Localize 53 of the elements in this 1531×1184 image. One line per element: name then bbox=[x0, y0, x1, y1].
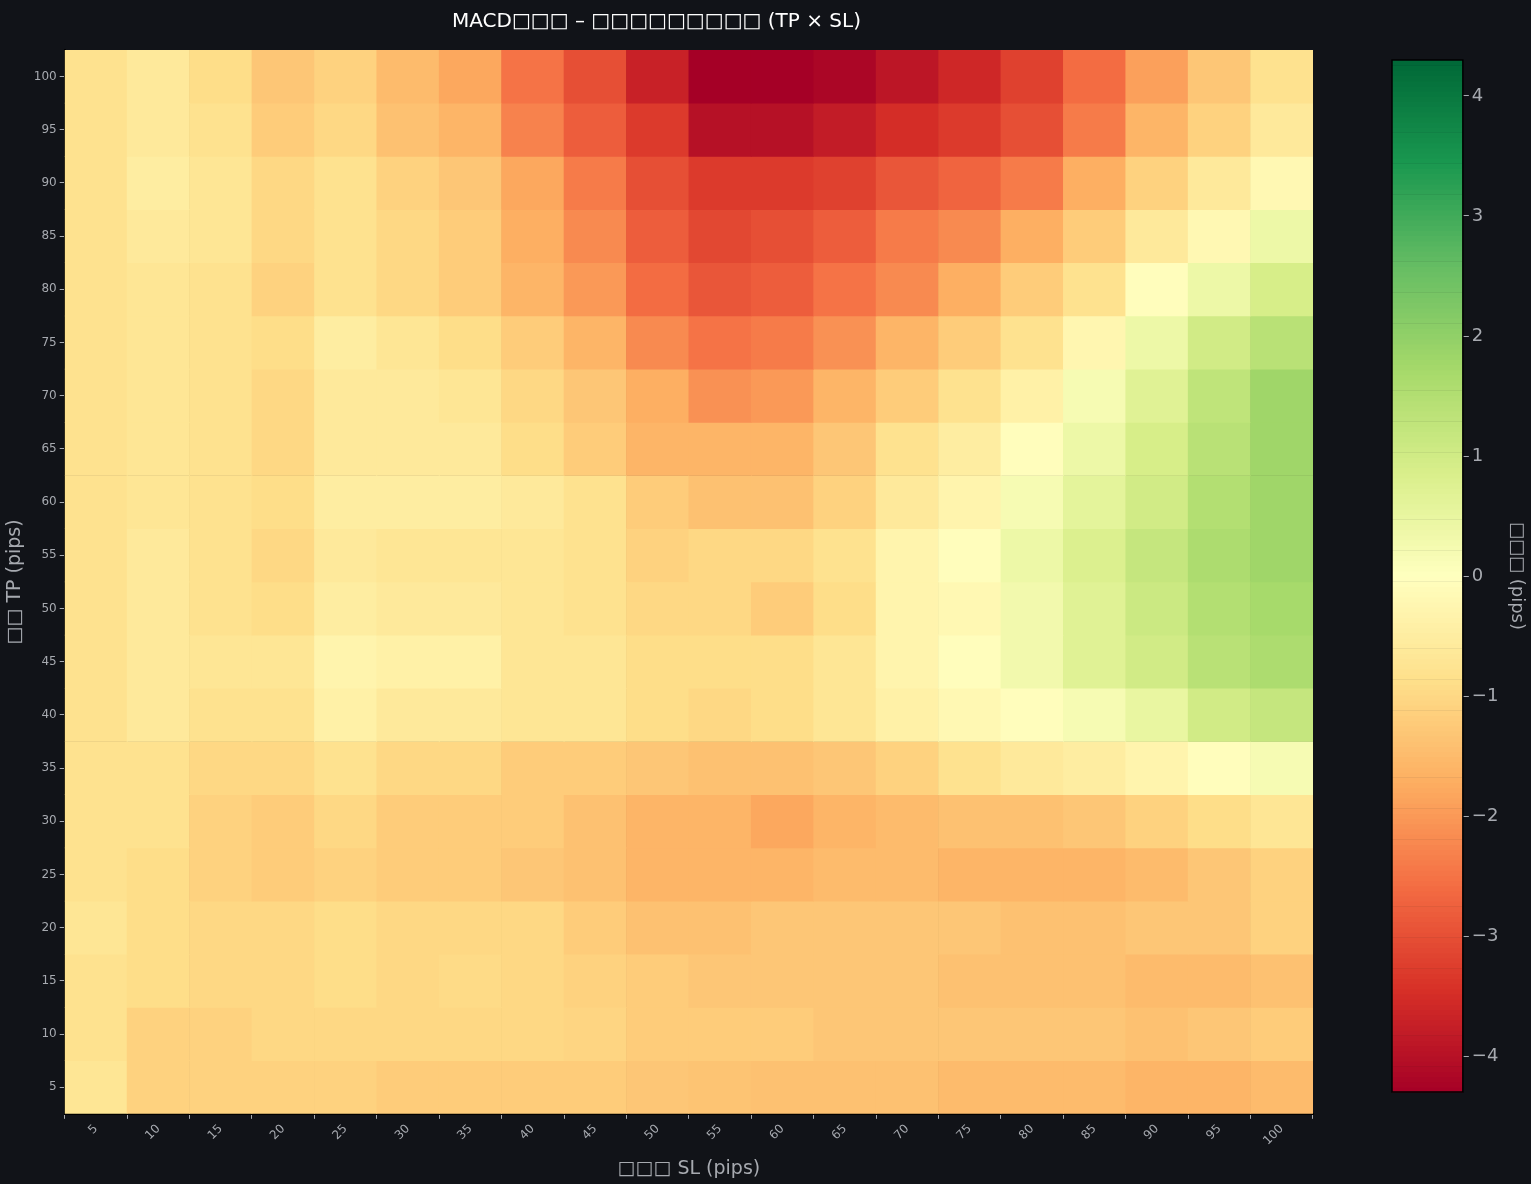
x-tick-label: 95 bbox=[1203, 1121, 1224, 1143]
x-tick-label: 50 bbox=[641, 1121, 662, 1143]
x-tick-label: 55 bbox=[703, 1121, 725, 1143]
x-axis-title: □□□ SL (pips) bbox=[617, 1155, 761, 1178]
x-tick-label: 45 bbox=[578, 1121, 600, 1143]
x-tick-label: 20 bbox=[266, 1121, 288, 1143]
y-tick-label: 25 bbox=[41, 866, 57, 881]
y-tick-label: 15 bbox=[41, 972, 57, 987]
x-tick-label: 100 bbox=[1260, 1121, 1287, 1148]
y-tick-label: 90 bbox=[41, 175, 57, 190]
color-bar-label: 0 bbox=[1471, 563, 1484, 585]
x-tick-label: 10 bbox=[141, 1121, 163, 1143]
y-tick-label: 80 bbox=[41, 281, 57, 296]
x-tick-label: 85 bbox=[1078, 1121, 1099, 1143]
x-tick-label: 40 bbox=[516, 1121, 538, 1143]
x-tick-label: 60 bbox=[766, 1121, 787, 1143]
y-axis-title: □□ TP (pips) bbox=[2, 519, 25, 645]
y-tick-label: 35 bbox=[41, 760, 57, 775]
y-tick-label: 40 bbox=[41, 707, 57, 722]
y-tick-label: 45 bbox=[41, 653, 57, 668]
chart-title: MACD□□□ – □□□□□□□□□ (TP × SL) bbox=[452, 8, 861, 33]
y-tick-label: 75 bbox=[41, 334, 57, 349]
color-bar-label: −3 bbox=[1471, 923, 1499, 945]
y-tick-label: 10 bbox=[41, 1026, 57, 1041]
x-tick-label: 5 bbox=[84, 1121, 101, 1137]
color-bar-label: −4 bbox=[1471, 1043, 1499, 1065]
x-tick-label: 35 bbox=[454, 1121, 475, 1143]
color-bar-label: −2 bbox=[1471, 803, 1499, 825]
y-tick-label: 60 bbox=[41, 494, 57, 509]
y-tick-label: 85 bbox=[41, 228, 57, 243]
color-bar-label: −1 bbox=[1471, 683, 1499, 705]
y-tick-label: 70 bbox=[41, 387, 57, 402]
x-tick-label: 80 bbox=[1015, 1121, 1037, 1143]
y-tick-label: 30 bbox=[41, 813, 57, 828]
x-tick-label: 75 bbox=[953, 1121, 975, 1143]
y-tick-label: 5 bbox=[49, 1079, 57, 1094]
color-bar-label: 3 bbox=[1471, 203, 1484, 225]
y-tick-label: 20 bbox=[41, 919, 57, 934]
color-bar-label: 2 bbox=[1471, 323, 1484, 345]
x-tick-label: 15 bbox=[204, 1121, 226, 1143]
x-tick-label: 30 bbox=[391, 1121, 413, 1143]
y-tick-label: 95 bbox=[41, 121, 57, 136]
x-tick-label: 65 bbox=[828, 1121, 850, 1143]
y-tick-label: 100 bbox=[33, 68, 57, 83]
color-bar-label: 4 bbox=[1471, 83, 1484, 105]
y-tick-label: 65 bbox=[41, 441, 57, 456]
x-tick-label: 25 bbox=[329, 1121, 350, 1143]
y-tick-label: 50 bbox=[41, 600, 57, 615]
x-tick-label: 90 bbox=[1140, 1121, 1162, 1143]
color-bar-label: 1 bbox=[1471, 443, 1484, 465]
y-tick-label: 55 bbox=[41, 547, 57, 562]
x-tick-label: 70 bbox=[890, 1121, 912, 1143]
color-bar-title: □□□ (pips) bbox=[1507, 521, 1529, 631]
